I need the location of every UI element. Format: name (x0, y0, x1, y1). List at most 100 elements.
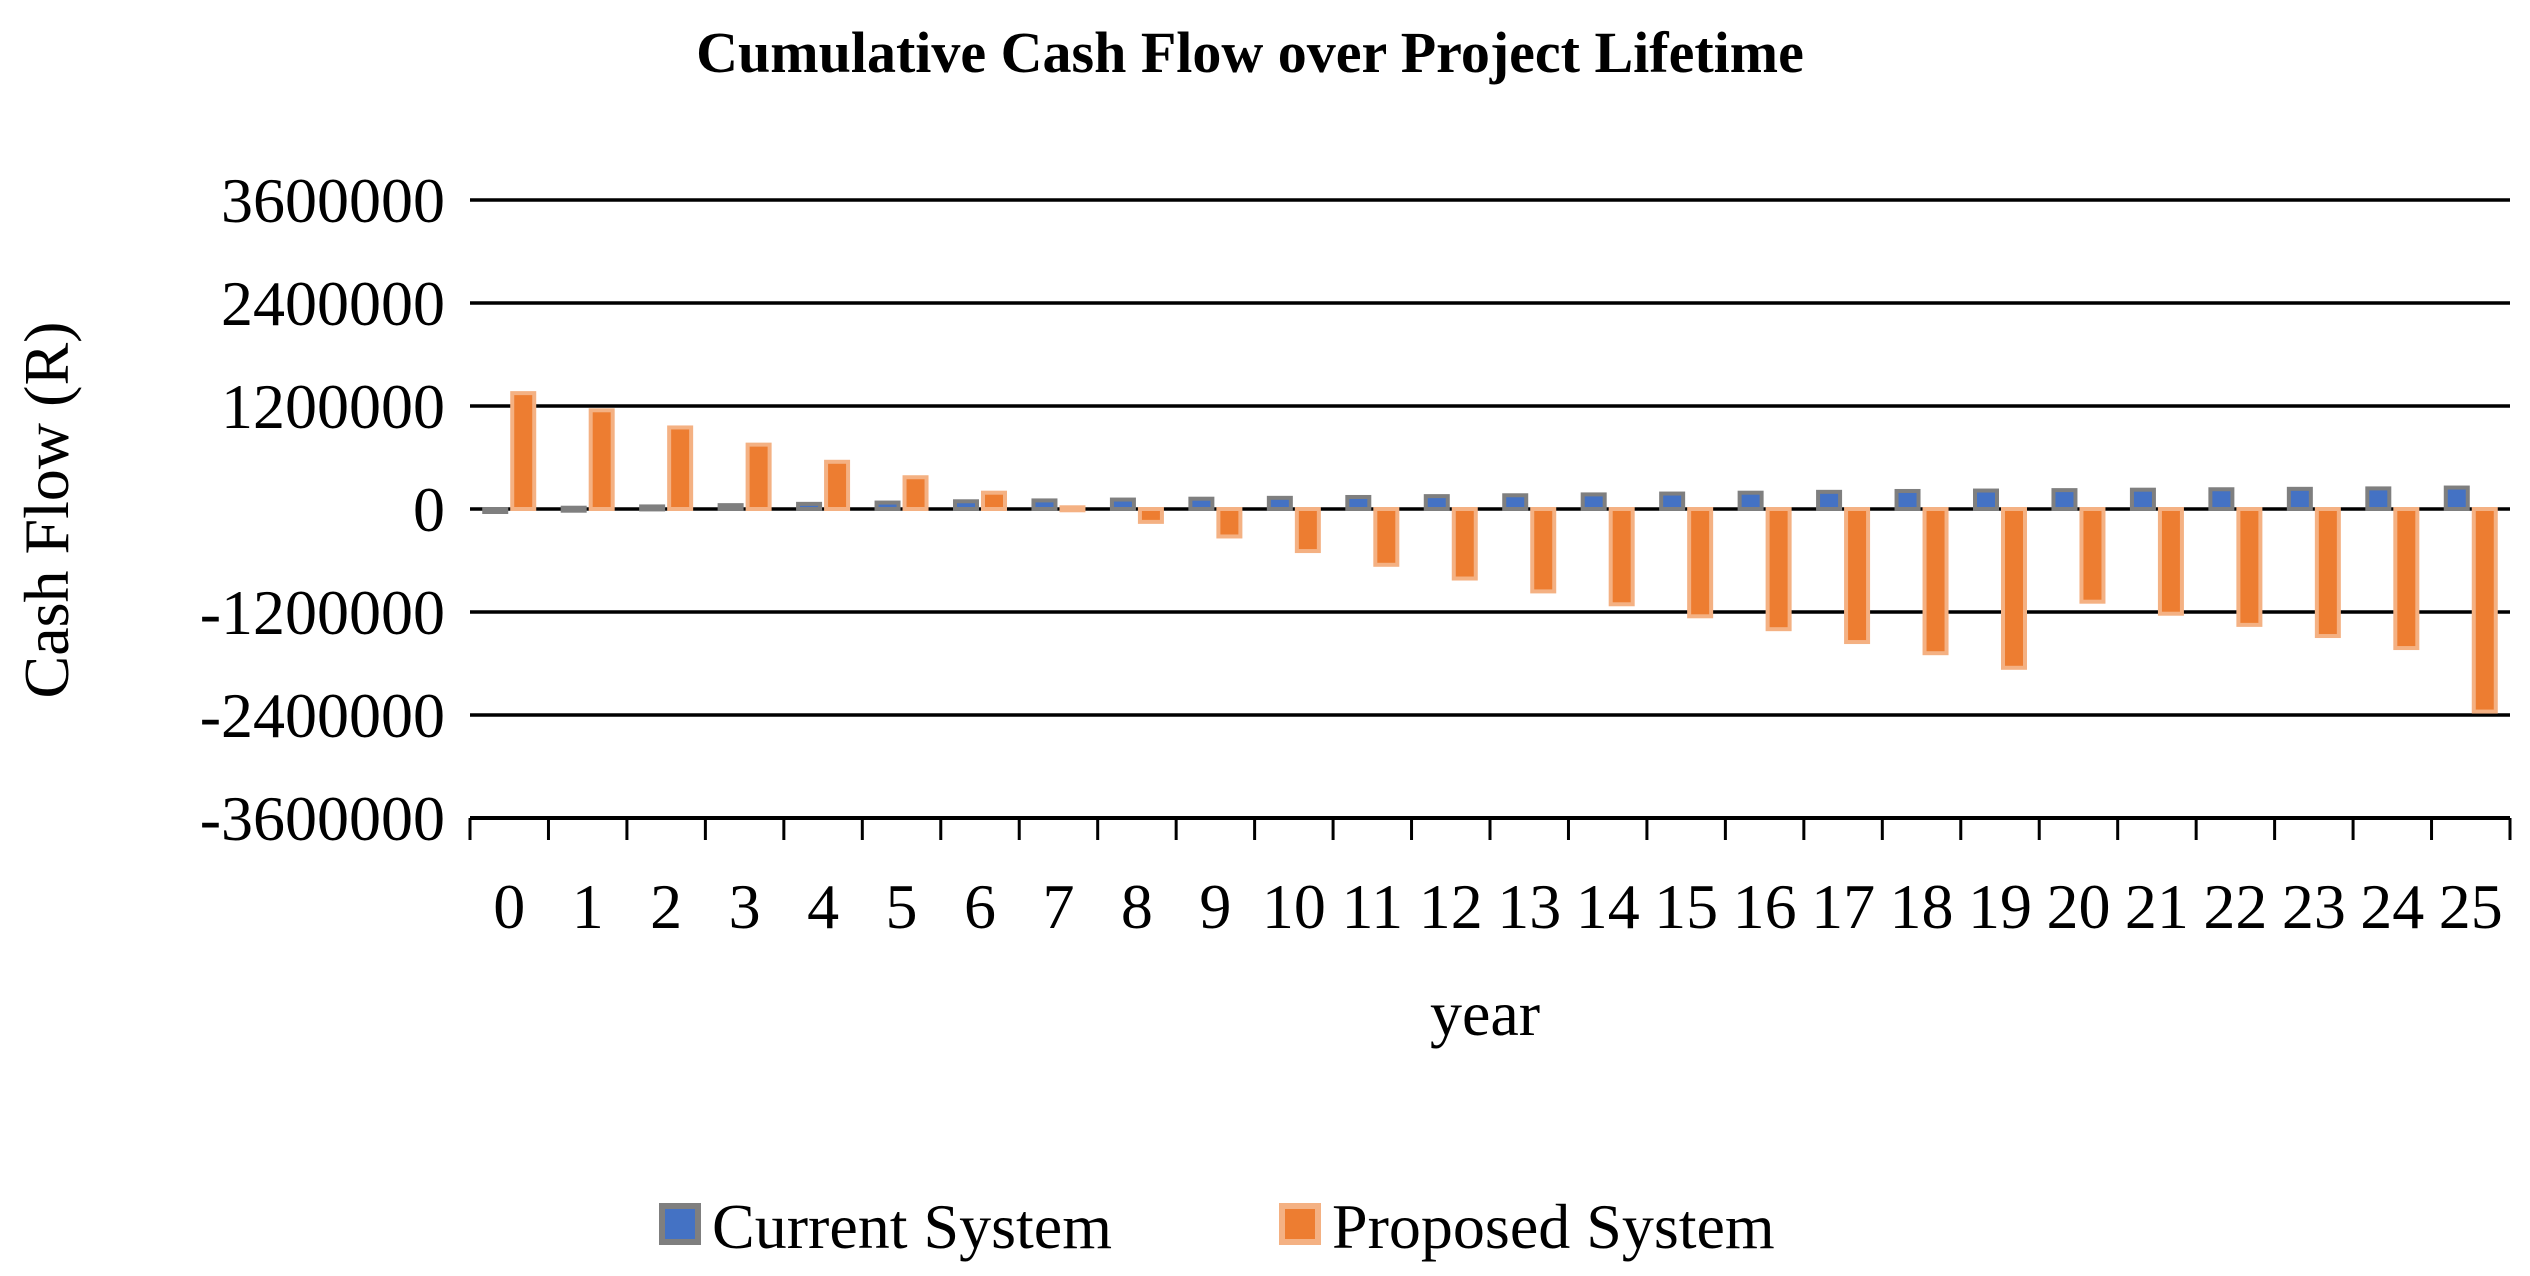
x-tick-label: 20 (2046, 871, 2110, 942)
bar-current-system (2208, 487, 2235, 511)
x-tick-label: 9 (1199, 871, 1231, 942)
legend-item-current-system[interactable]: Current System (659, 1191, 1112, 1262)
bar-proposed-system (2393, 507, 2420, 651)
bar-proposed-system (1530, 507, 1557, 594)
x-tick-label: 3 (729, 871, 761, 942)
bar-proposed-system (2079, 507, 2106, 604)
bar-current-system (1502, 493, 1529, 511)
bar-proposed-system (1922, 507, 1949, 656)
bar-proposed-system (745, 442, 772, 511)
legend-label-proposed-system: Proposed System (1332, 1191, 1775, 1262)
x-tick-label: 22 (2203, 871, 2267, 942)
bar-proposed-system (1373, 507, 1400, 567)
x-tick-label: 19 (1968, 871, 2032, 942)
x-tick-label: 12 (1419, 871, 1483, 942)
series-current-system (482, 485, 2470, 514)
x-tick-label: 14 (1576, 871, 1640, 942)
y-tick-label: 2400000 (221, 268, 445, 339)
plot-area: 3600000 2400000 1200000 0 -1200000 -2400000 -3… (200, 165, 2512, 942)
y-axis-label: Cash Flow (R) (11, 322, 82, 699)
x-axis-ticks: 0 1 2 3 4 5 6 7 8 9 10 11 12 13 14 15 16 17 18 19 20 21 22 23 24… (468, 818, 2512, 942)
bar-current-system (639, 504, 666, 512)
x-axis-label: year (1430, 978, 1540, 1049)
legend: Current System Proposed System (659, 1191, 1775, 1262)
bar-proposed-system (1844, 507, 1871, 645)
bar-current-system (1031, 498, 1058, 511)
bar-current-system (953, 499, 979, 511)
x-tick-label: 7 (1042, 871, 1074, 942)
x-tick-label: 4 (807, 871, 839, 942)
bar-current-system (796, 501, 823, 512)
bar-current-system (2443, 485, 2470, 511)
bar-proposed-system (824, 459, 851, 511)
bar-current-system (2365, 486, 2392, 511)
legend-swatch-current-system (659, 1203, 701, 1245)
x-tick-label: 13 (1497, 871, 1561, 942)
y-tick-label: 1200000 (221, 371, 445, 442)
x-tick-label: 10 (1262, 871, 1326, 942)
bar-proposed-system (510, 391, 537, 511)
bar-proposed-system (1608, 507, 1635, 607)
bar-proposed-system (2471, 507, 2498, 714)
x-tick-label: 25 (2439, 871, 2503, 942)
x-tick-label: 17 (1811, 871, 1875, 942)
legend-item-proposed-system[interactable]: Proposed System (1279, 1191, 1775, 1262)
bar-current-system (874, 500, 901, 511)
y-tick-label: -1200000 (200, 577, 445, 648)
bar-current-system (1188, 496, 1215, 512)
bar-current-system (1580, 492, 1607, 511)
x-tick-label: 5 (886, 871, 918, 942)
bar-proposed-system (1294, 507, 1321, 554)
bar-current-system (717, 503, 744, 512)
y-tick-label: -2400000 (200, 680, 445, 751)
series-proposed-system (510, 391, 2498, 714)
bar-proposed-system (1216, 507, 1243, 539)
legend-label-current-system: Current System (712, 1191, 1112, 1262)
bar-current-system (1737, 490, 1764, 512)
bar-proposed-system (981, 490, 1007, 512)
bar-proposed-system (2236, 507, 2263, 627)
bar-proposed-system (1059, 505, 1086, 513)
bar-current-system (1973, 488, 1999, 512)
bar-current-system (1816, 489, 1843, 512)
bar-proposed-system (2157, 507, 2184, 616)
x-tick-label: 21 (2125, 871, 2189, 942)
bar-current-system (1659, 491, 1686, 511)
bar-proposed-system (1451, 507, 1478, 581)
bar-proposed-system (2314, 507, 2341, 639)
bar-current-system (1423, 494, 1450, 511)
y-tick-label: -3600000 (200, 783, 445, 854)
x-tick-label: 16 (1733, 871, 1797, 942)
x-tick-label: 23 (2282, 871, 2346, 942)
bar-current-system (1109, 497, 1136, 511)
x-tick-label: 2 (650, 871, 682, 942)
bar-current-system (1345, 494, 1372, 512)
gridlines (470, 198, 2510, 717)
bar-proposed-system (1765, 507, 1792, 632)
y-tick-label: 3600000 (221, 165, 445, 236)
bar-proposed-system (667, 425, 694, 512)
x-tick-label: 1 (572, 871, 604, 942)
x-tick-label: 0 (493, 871, 525, 942)
bar-current-system (1266, 495, 1293, 512)
bar-proposed-system (2001, 507, 2027, 670)
x-tick-label: 24 (2360, 871, 2424, 942)
bar-proposed-system (902, 475, 929, 512)
chart-title: Cumulative Cash Flow over Project Lifeti… (696, 20, 1804, 85)
bar-proposed-system (1687, 507, 1714, 619)
bar-current-system (2129, 487, 2156, 511)
x-tick-label: 18 (1890, 871, 1954, 942)
bar-current-system (1894, 488, 1921, 512)
x-tick-label: 11 (1341, 871, 1403, 942)
x-tick-label: 15 (1654, 871, 1718, 942)
bar-proposed-system (588, 408, 615, 511)
bar-current-system (560, 505, 587, 513)
x-tick-label: 6 (964, 871, 996, 942)
x-tick-label: 8 (1121, 871, 1153, 942)
bar-current-system (482, 507, 509, 514)
bar-current-system (2286, 486, 2313, 511)
bar-proposed-system (1137, 507, 1164, 524)
y-axis-ticks: 3600000 2400000 1200000 0 -1200000 -2400000 -3… (200, 165, 445, 854)
legend-swatch-proposed-system (1279, 1203, 1321, 1245)
